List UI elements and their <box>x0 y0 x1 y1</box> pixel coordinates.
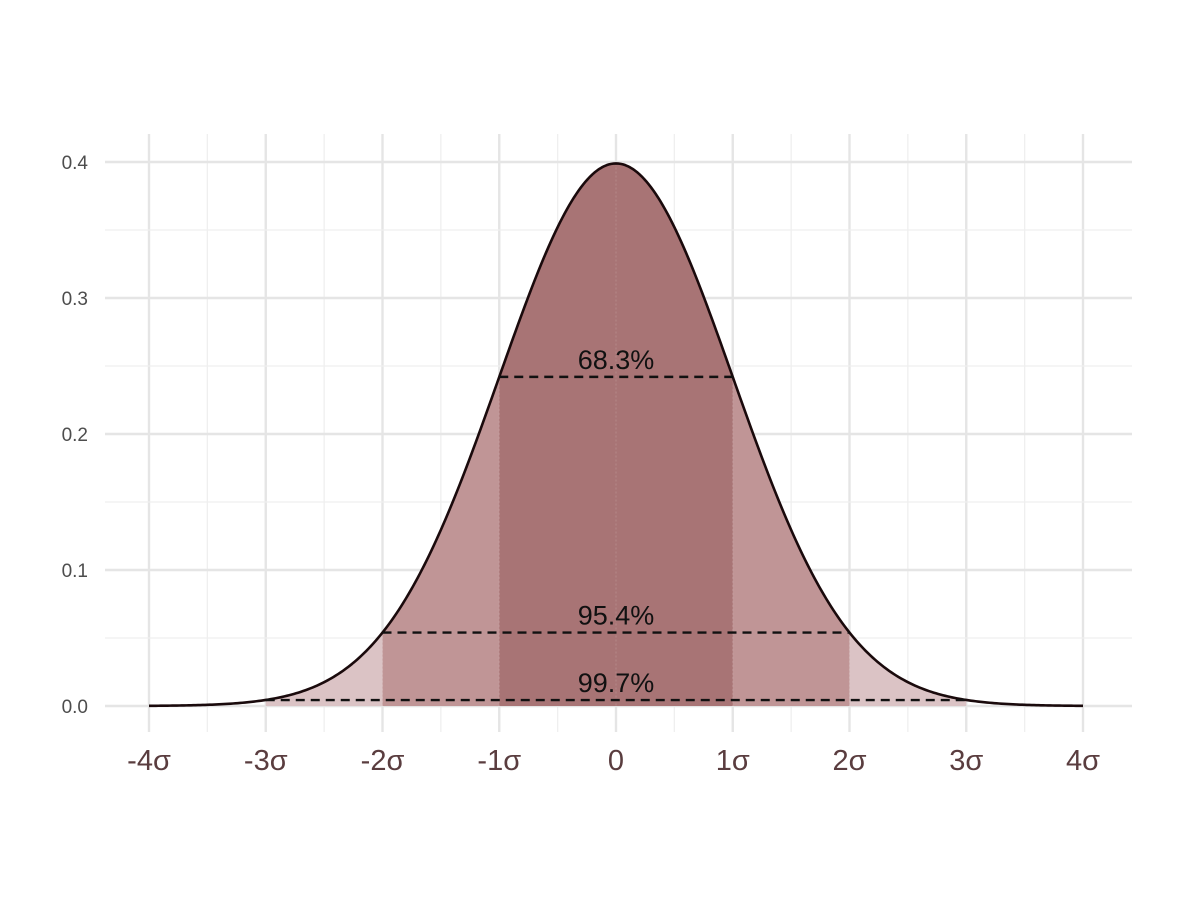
x-tick-label: 4σ <box>1066 745 1100 777</box>
annotations: 68.3% 95.4% 99.7% <box>578 345 655 698</box>
x-tick-label: 3σ <box>949 745 983 777</box>
y-tick-label: 0.1 <box>62 561 88 582</box>
x-tick-label: -2σ <box>361 745 405 777</box>
x-tick-label: -1σ <box>477 745 521 777</box>
annotation-label: 99.7% <box>578 668 655 698</box>
y-tick-label: 0.4 <box>62 153 89 174</box>
y-tick-label: 0.0 <box>62 697 88 718</box>
x-tick-label: 2σ <box>832 745 866 777</box>
x-tick-label: 0 <box>608 745 624 777</box>
x-tick-label: -3σ <box>244 745 288 777</box>
dashed-lines <box>265 375 967 702</box>
y-tick-label: 0.3 <box>62 289 88 310</box>
y-axis-ticks: 0.0 0.1 0.2 0.3 0.4 <box>62 153 89 718</box>
x-axis-ticks: -4σ -3σ -2σ -1σ 0 1σ 2σ 3σ 4σ <box>127 745 1100 777</box>
annotation-label: 68.3% <box>578 345 655 375</box>
band-area <box>499 163 733 706</box>
bands <box>265 163 967 706</box>
x-tick-label: 1σ <box>716 745 750 777</box>
x-tick-label: -4σ <box>127 745 171 777</box>
density-curve <box>148 162 1084 708</box>
y-tick-label: 0.2 <box>62 425 88 446</box>
curve-layer <box>148 162 1084 708</box>
annotation-label: 95.4% <box>578 601 655 631</box>
